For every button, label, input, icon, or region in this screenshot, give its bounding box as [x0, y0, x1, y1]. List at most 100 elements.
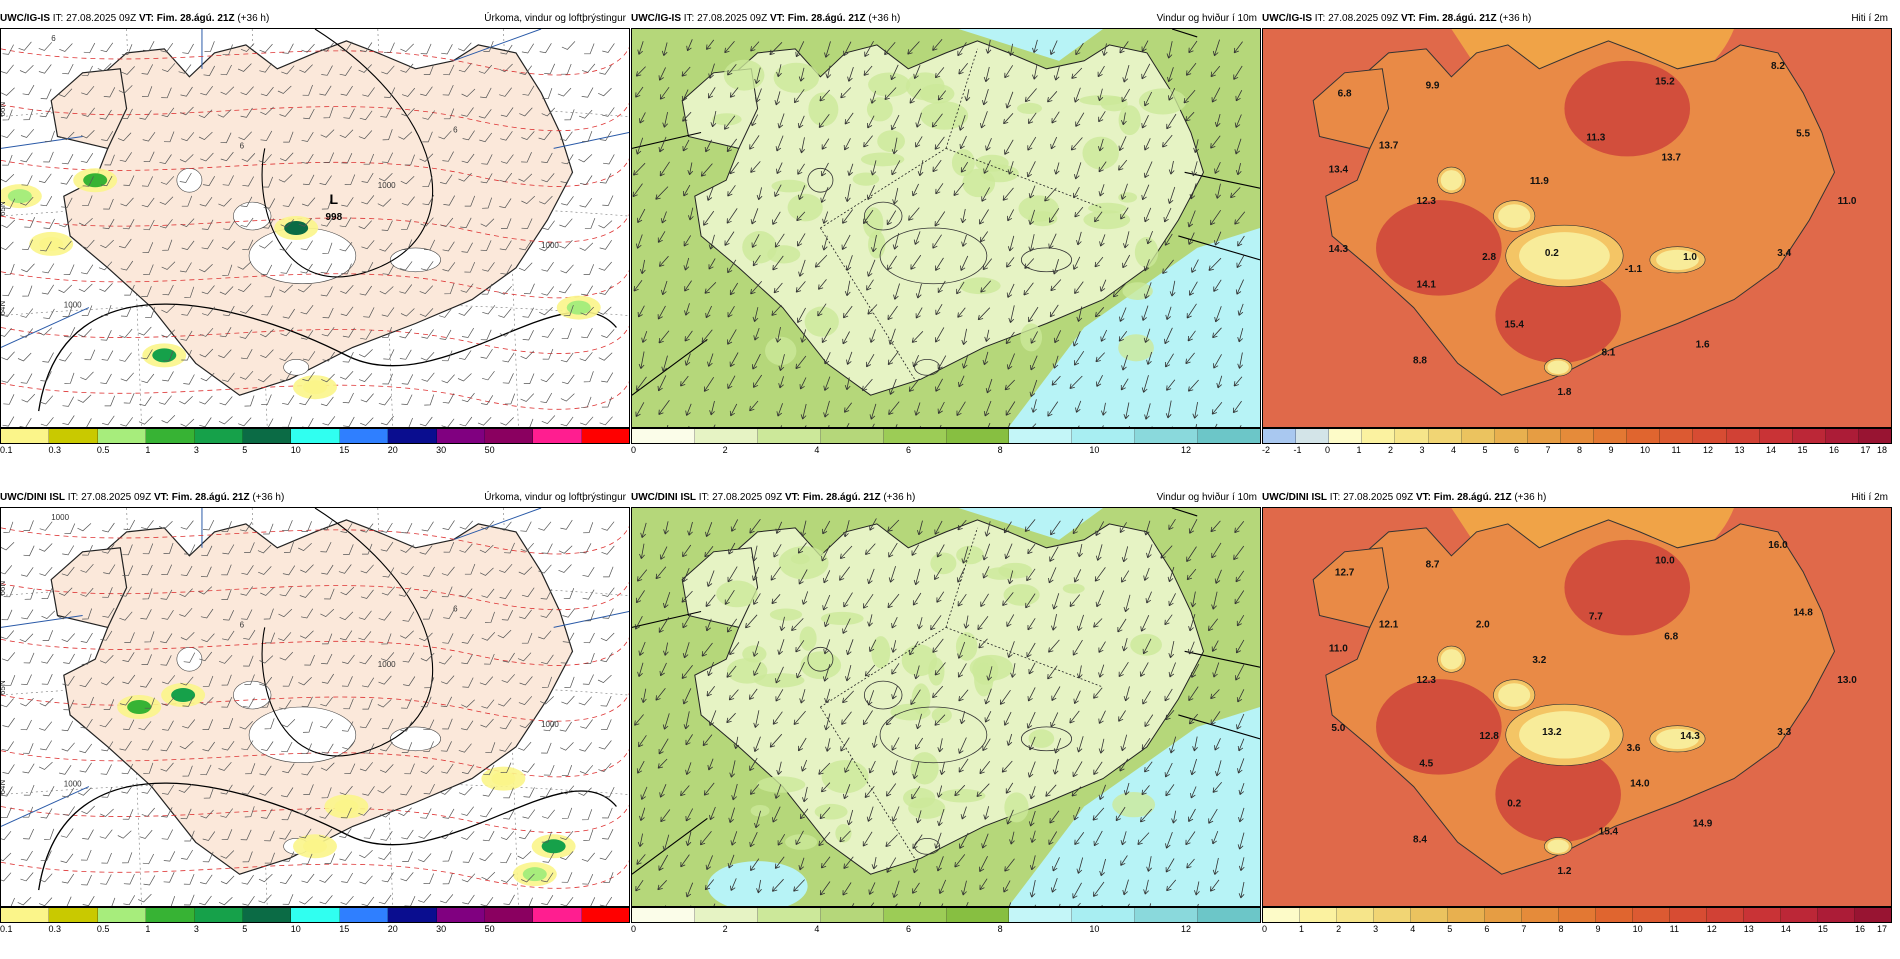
colorbar-swatch	[632, 908, 695, 922]
colorbar-tick-label: 18	[1877, 445, 1887, 455]
colorbar-tick-label: 0	[631, 924, 636, 934]
colorbar-tick-label: 14	[1766, 445, 1776, 455]
colorbar-tick-label: 13	[1744, 924, 1754, 934]
precip-core	[152, 348, 176, 362]
colorbar-tick-label: 30	[436, 924, 446, 934]
colorbar-swatch	[1009, 429, 1072, 443]
colorbar-tick-label: 20	[388, 445, 398, 455]
panel-header: UWC/IG-IS IT: 27.08.2025 09Z VT: Fim. 28…	[631, 10, 1261, 28]
temperature-label: 16.0	[1768, 540, 1788, 551]
colorbar-tick-label: 0.1	[0, 924, 13, 934]
colorbar-swatch	[195, 908, 243, 922]
temperature-label: 2.8	[1482, 252, 1496, 263]
temperature-label: 4.5	[1419, 759, 1433, 770]
colorbar-tick-label: 7	[1546, 445, 1551, 455]
model-name: UWC/IG-IS	[1262, 13, 1312, 24]
wind-speed-patch	[1139, 88, 1186, 114]
colorbar-tick-label: 10	[1089, 445, 1099, 455]
colorbar-tick-label: 0.3	[48, 924, 61, 934]
colorbar-swatch	[146, 908, 194, 922]
glacier	[390, 727, 440, 751]
colorbar-swatch	[1744, 908, 1781, 922]
colorbar-swatch	[1, 429, 49, 443]
colorbar-swatch	[1448, 908, 1485, 922]
wind-speed-patch	[871, 636, 890, 668]
temperature-label: 1.0	[1683, 252, 1697, 263]
panel-header: UWC/DINI ISL IT: 27.08.2025 09Z VT: Fim.…	[1262, 489, 1892, 507]
colorbar-swatch	[1329, 429, 1362, 443]
colorbar-swatch	[1198, 429, 1260, 443]
wind-speed-patch	[868, 72, 910, 96]
temperature-label: 7.7	[1589, 611, 1603, 622]
lat-label: 64N	[1, 780, 7, 795]
temperature-label: 13.7	[1379, 140, 1399, 151]
glacier-cold	[1519, 232, 1610, 279]
panel-description: Úrkoma, vindur og loftþrýstingur	[484, 10, 626, 28]
isobar-label: 1000	[64, 301, 82, 310]
temperature-label: 3.2	[1532, 655, 1546, 666]
glacier-cold	[1498, 204, 1530, 228]
glacier	[177, 647, 202, 671]
glacier-cold	[1441, 649, 1462, 669]
colorbar-swatch	[1727, 429, 1760, 443]
colorbar-swatch	[1485, 908, 1522, 922]
model-name: UWC/IG-IS	[631, 13, 681, 24]
wind-speed-patch	[911, 752, 939, 784]
colorbar-tick-label: 3	[194, 445, 199, 455]
colorbar-tick-label: 30	[436, 445, 446, 455]
temperature-label: 14.8	[1793, 607, 1813, 618]
it-label: IT:	[699, 492, 710, 503]
colorbar-swatch	[388, 429, 436, 443]
colorbar-swatch	[533, 429, 581, 443]
precip-core	[127, 700, 151, 714]
colorbar-tick-label: 5	[1447, 924, 1452, 934]
colorbar-swatch	[533, 908, 581, 922]
vt-value: Fim. 28.ágú. 21Z	[788, 13, 866, 24]
colorbar-tick-label: 12	[1707, 924, 1717, 934]
colorbar-tick-label: 7	[1521, 924, 1526, 934]
vt-label: VT:	[154, 492, 169, 503]
colorbar-swatch	[1528, 429, 1561, 443]
map-panel-dini-precip: UWC/DINI ISL IT: 27.08.2025 09Z VT: Fim.…	[0, 489, 630, 959]
glacier-cold	[1547, 361, 1568, 375]
colorbar	[0, 907, 630, 923]
temperature-label: 8.4	[1413, 834, 1427, 845]
vt-value: Fim. 28.ágú. 21Z	[1434, 492, 1512, 503]
colorbar-swatch	[1707, 908, 1744, 922]
temperature-label: 12.8	[1479, 731, 1499, 742]
wind-speed-patch	[932, 707, 952, 723]
glacier	[284, 359, 309, 375]
colorbar-swatch	[821, 429, 884, 443]
colorbar-swatch	[821, 908, 884, 922]
temperature-label: 12.3	[1417, 675, 1437, 686]
colorbar-tick-label: 4	[1451, 445, 1456, 455]
wind-speed-patch	[835, 824, 851, 843]
panel-header: UWC/IG-IS IT: 27.08.2025 09Z VT: Fim. 28…	[0, 10, 630, 28]
map-panel-dini-wind: UWC/DINI ISL IT: 27.08.2025 09Z VT: Fim.…	[631, 489, 1261, 959]
precip-core	[303, 380, 327, 394]
colorbar-swatch	[1596, 908, 1633, 922]
temperature-label: 2.0	[1476, 619, 1490, 630]
wind-speed-patch	[1029, 729, 1055, 748]
map-area	[631, 507, 1261, 907]
temperature-label: 15.4	[1599, 826, 1619, 837]
colorbar-swatch	[291, 908, 339, 922]
panel-description: Hiti í 2m	[1851, 489, 1888, 507]
temperature-label: 12.3	[1417, 196, 1437, 207]
colorbar-tick-label: 12	[1703, 445, 1713, 455]
lead-time: (+36 h)	[237, 13, 269, 24]
panel-header: UWC/IG-IS IT: 27.08.2025 09Z VT: Fim. 28…	[1262, 10, 1892, 28]
panel-description: Úrkoma, vindur og loftþrýstingur	[484, 489, 626, 507]
colorbar-swatch	[1135, 908, 1198, 922]
colorbar	[631, 428, 1261, 444]
colorbar-tick-label: 3	[194, 924, 199, 934]
colorbar-swatch	[1395, 429, 1428, 443]
temperature-label: 8.7	[1426, 560, 1440, 571]
colorbar-tick-label: -1	[1294, 445, 1302, 455]
vt-label: VT:	[1401, 13, 1416, 24]
colorbar-tick-label: 2	[1336, 924, 1341, 934]
colorbar-tick-label: 16	[1855, 924, 1865, 934]
